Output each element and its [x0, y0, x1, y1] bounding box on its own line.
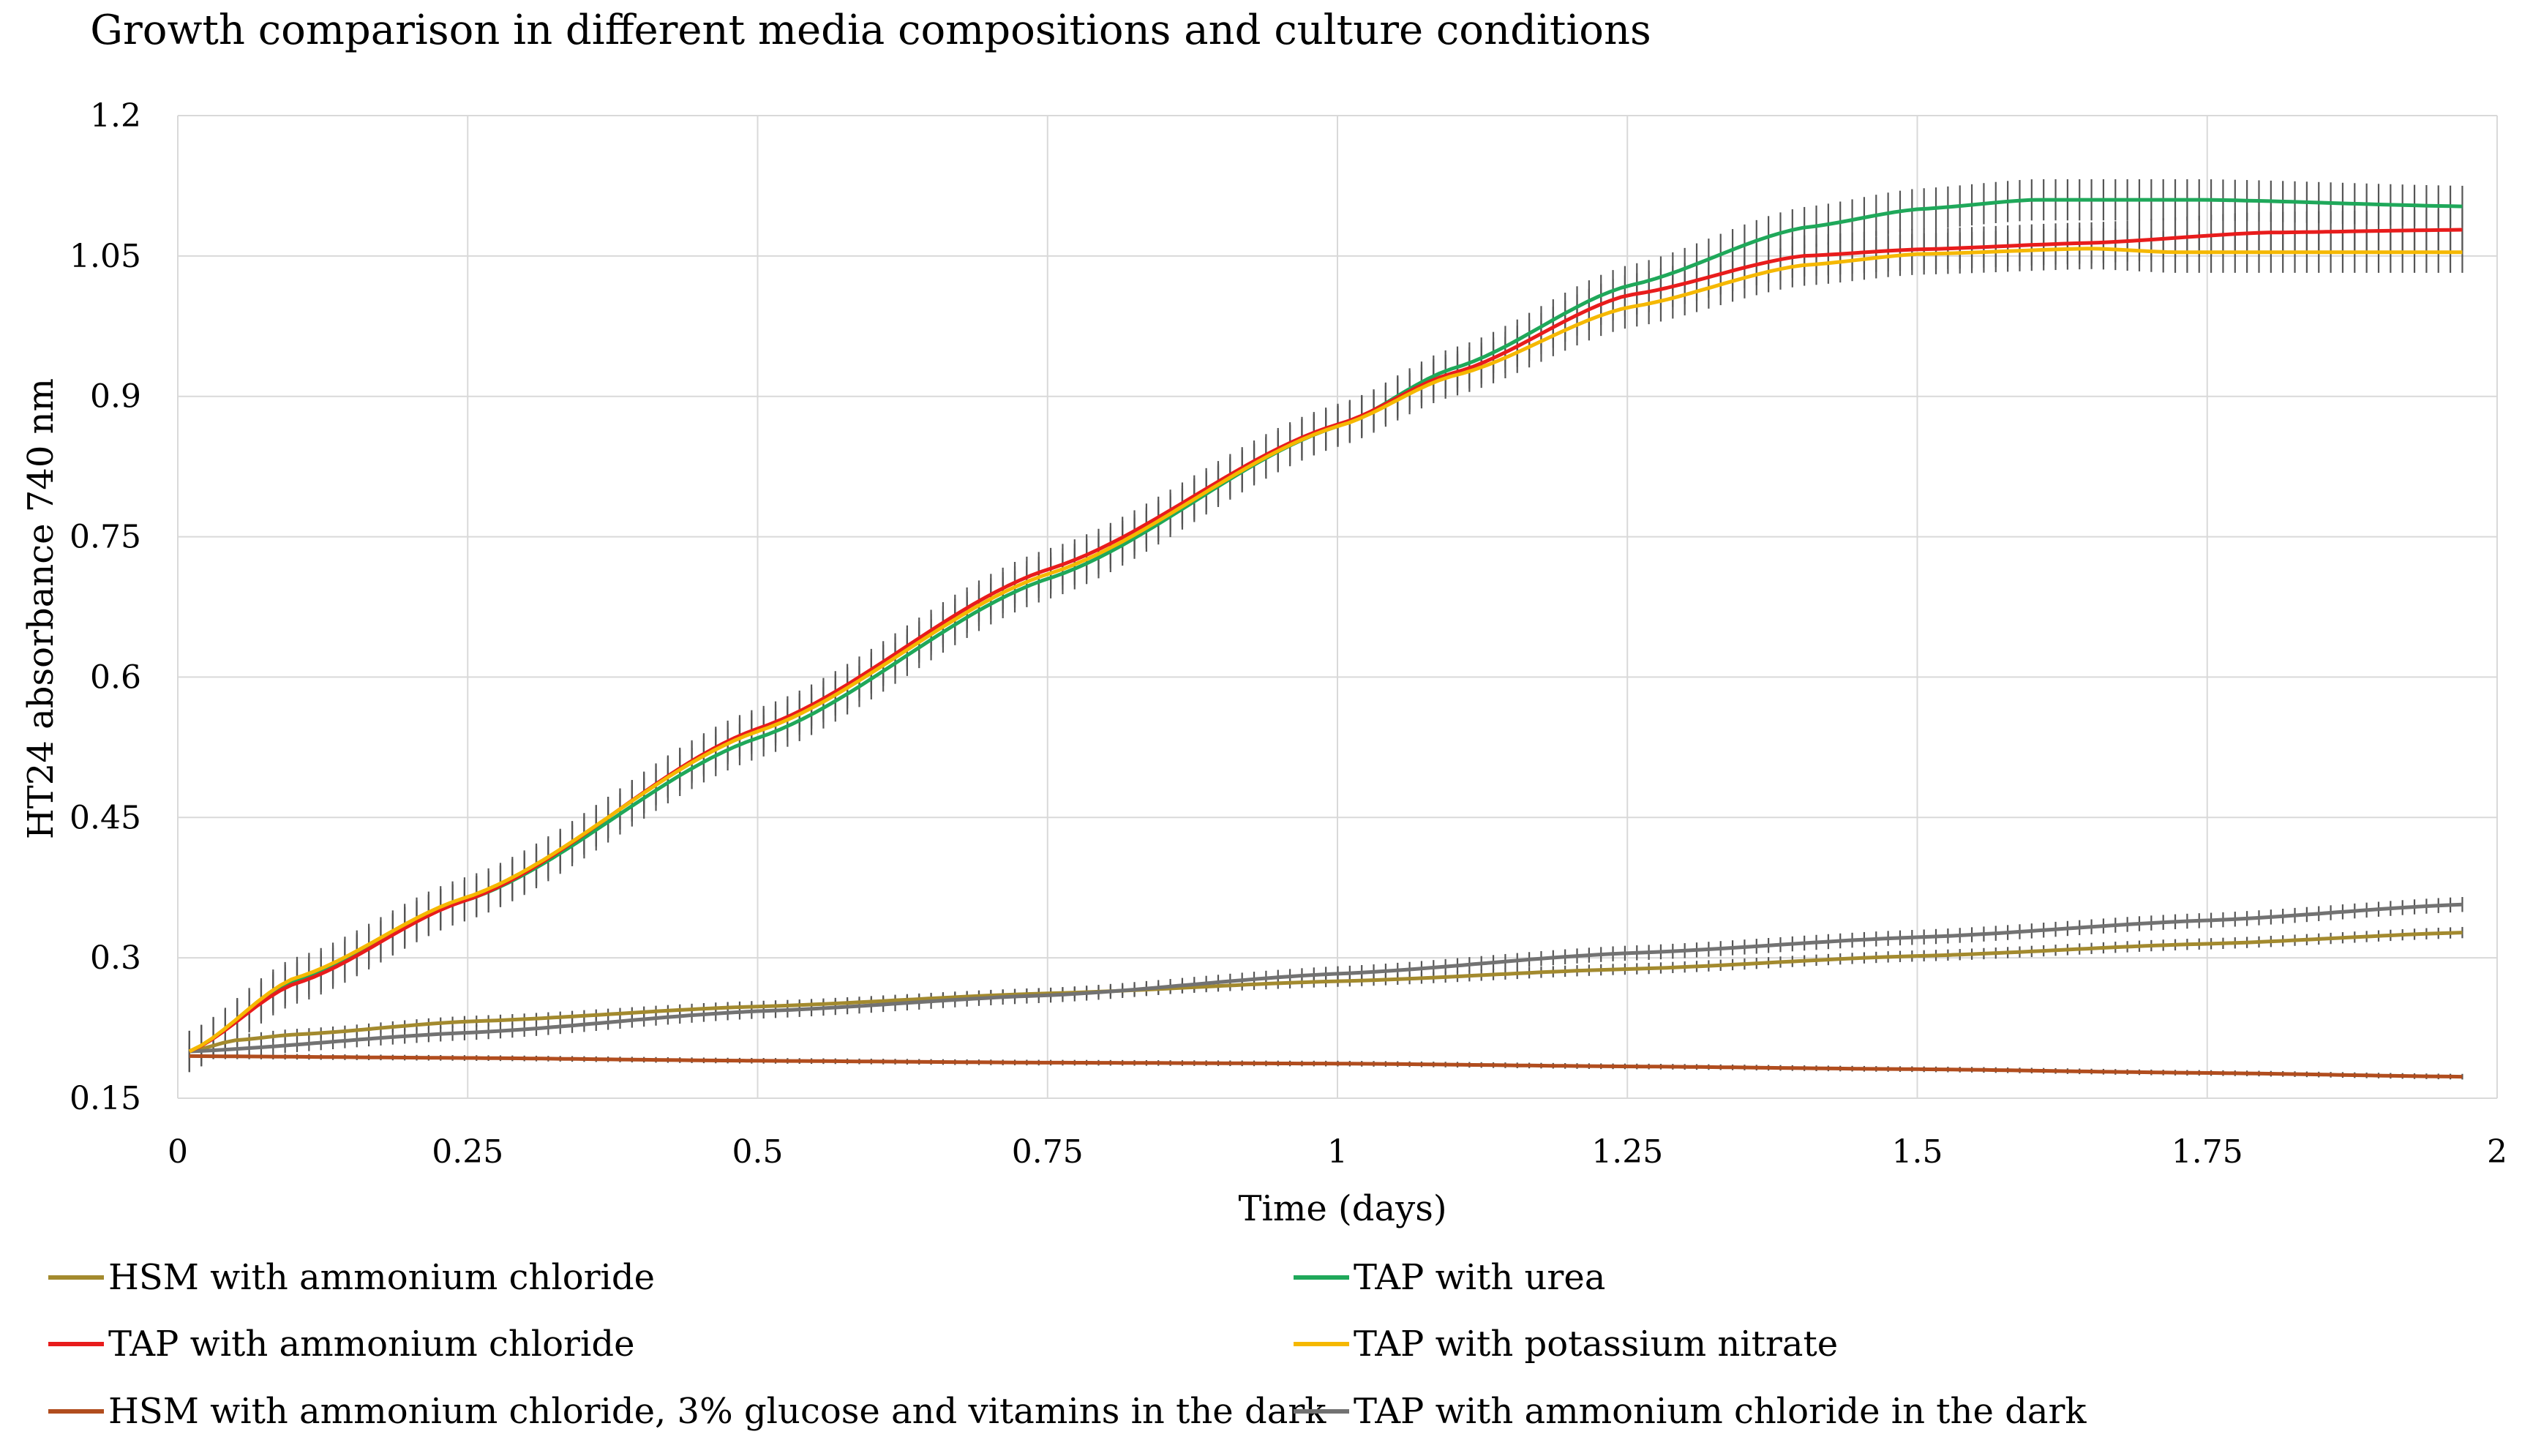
legend-label: HSM with ammonium chloride, 3% glucose a… [108, 1391, 1326, 1432]
plot-grid [177, 115, 2498, 1099]
x-tick-label: 0.25 [432, 1133, 503, 1171]
x-tick-label: 0.75 [1012, 1133, 1084, 1171]
legend-label: TAP with potassium nitrate [1354, 1324, 1838, 1365]
legend-label: HSM with ammonium chloride [108, 1257, 655, 1298]
legend-entry: TAP with ammonium chloride [48, 1324, 634, 1365]
series-line [189, 902, 2463, 1054]
y-tick-label: 0.15 [70, 1080, 141, 1117]
x-tick-label: 0.5 [732, 1133, 784, 1171]
chart-title: Growth comparison in different media com… [90, 7, 1651, 54]
x-tick-labels: 0 0.25 0.5 0.75 1 1.25 1.5 1.75 2 [168, 1133, 2507, 1171]
legend-entry: HSM with ammonium chloride [48, 1257, 655, 1298]
y-tick-labels: 0.15 0.3 0.45 0.6 0.75 0.9 1.05 1.2 [70, 97, 141, 1117]
x-tick-label: 1.75 [2172, 1133, 2243, 1171]
legend-label: TAP with ammonium chloride in the dark [1354, 1391, 2087, 1432]
y-tick-label: 0.9 [90, 378, 141, 416]
series-line [189, 931, 2463, 1054]
series-line [189, 1054, 2463, 1079]
x-tick-label: 2 [2487, 1133, 2507, 1171]
y-tick-label: 0.6 [90, 658, 141, 696]
series-line [188, 228, 2463, 1054]
legend-entry: TAP with ammonium chloride in the dark [1294, 1391, 2087, 1432]
x-axis-label: Time (days) [1238, 1188, 1446, 1229]
series-line [188, 247, 2463, 1054]
y-tick-label: 0.3 [90, 939, 141, 977]
y-tick-label: 0.45 [70, 799, 141, 836]
series-lines [188, 198, 2463, 1079]
x-tick-label: 1 [1327, 1133, 1348, 1171]
legend-entry: TAP with potassium nitrate [1294, 1324, 1838, 1365]
y-tick-label: 1.05 [70, 238, 141, 275]
legend-label: TAP with urea [1354, 1257, 1605, 1298]
legend-entry: TAP with urea [1294, 1257, 1605, 1298]
y-tick-label: 1.2 [90, 97, 141, 135]
y-tick-label: 0.75 [70, 519, 141, 556]
y-axis-label: HT24 absorbance 740 nm [20, 378, 61, 839]
x-tick-label: 1.5 [1892, 1133, 1943, 1171]
legend-label: TAP with ammonium chloride [108, 1324, 634, 1365]
x-tick-label: 1.25 [1591, 1133, 1663, 1171]
x-tick-label: 0 [168, 1133, 188, 1171]
legend-entry: HSM with ammonium chloride, 3% glucose a… [48, 1391, 1326, 1432]
error-bars [188, 179, 2463, 1080]
chart-legend: HSM with ammonium chloride TAP with ammon… [48, 1257, 2087, 1432]
